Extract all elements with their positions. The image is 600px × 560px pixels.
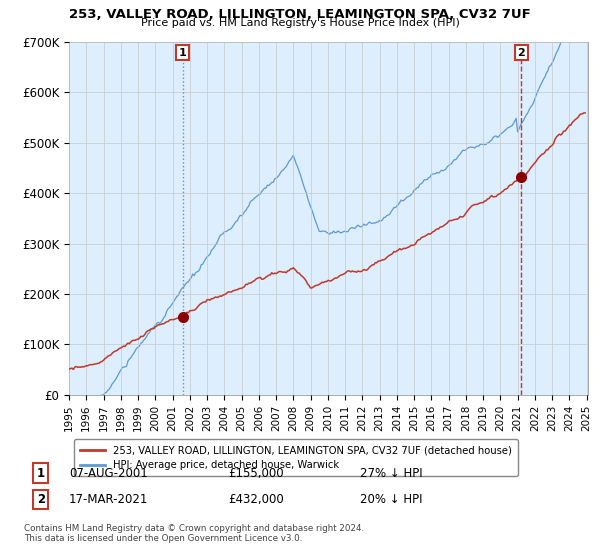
Text: This data is licensed under the Open Government Licence v3.0.: This data is licensed under the Open Gov… [24,534,302,543]
Text: 2: 2 [517,48,525,58]
Text: 27% ↓ HPI: 27% ↓ HPI [360,466,422,480]
Text: 253, VALLEY ROAD, LILLINGTON, LEAMINGTON SPA, CV32 7UF: 253, VALLEY ROAD, LILLINGTON, LEAMINGTON… [69,8,531,21]
Text: £155,000: £155,000 [228,466,284,480]
Text: 2: 2 [37,493,45,506]
Text: 1: 1 [179,48,187,58]
Text: Price paid vs. HM Land Registry's House Price Index (HPI): Price paid vs. HM Land Registry's House … [140,18,460,29]
Text: 20% ↓ HPI: 20% ↓ HPI [360,493,422,506]
Text: 17-MAR-2021: 17-MAR-2021 [69,493,148,506]
Legend: 253, VALLEY ROAD, LILLINGTON, LEAMINGTON SPA, CV32 7UF (detached house), HPI: Av: 253, VALLEY ROAD, LILLINGTON, LEAMINGTON… [74,439,518,476]
Text: 07-AUG-2001: 07-AUG-2001 [69,466,148,480]
Text: Contains HM Land Registry data © Crown copyright and database right 2024.: Contains HM Land Registry data © Crown c… [24,524,364,533]
Text: 1: 1 [37,466,45,480]
Text: £432,000: £432,000 [228,493,284,506]
